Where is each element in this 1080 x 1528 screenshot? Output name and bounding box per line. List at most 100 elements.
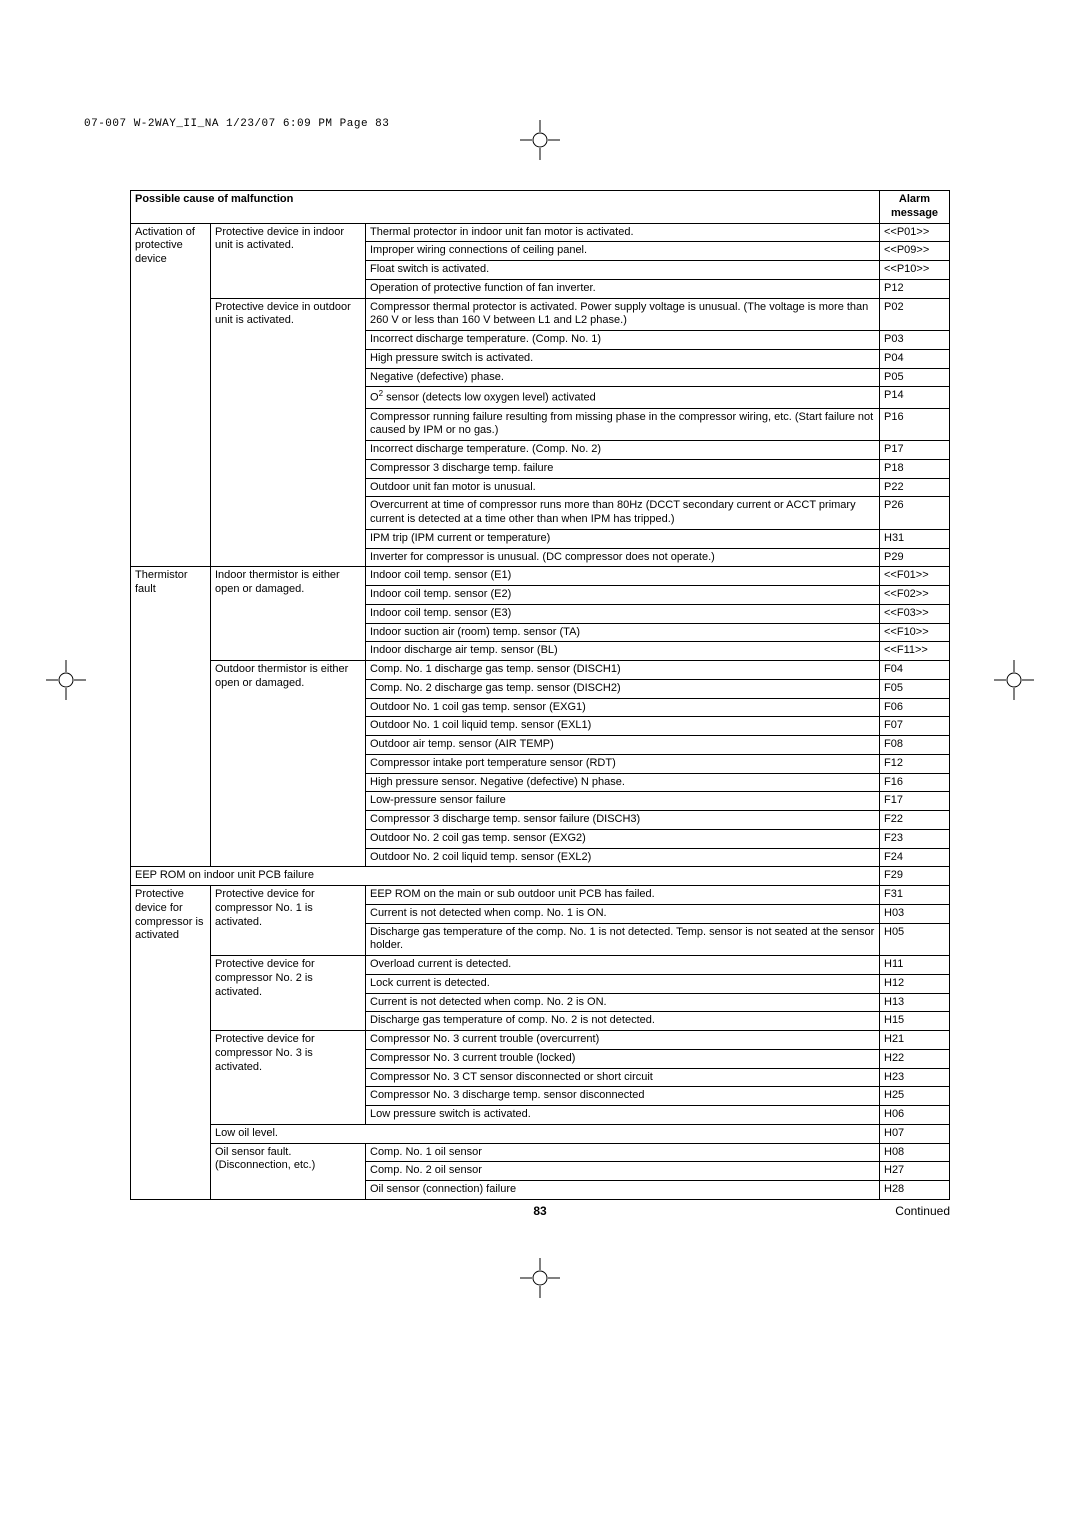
code-cell: <<F10>> [880, 623, 950, 642]
code-cell: F06 [880, 698, 950, 717]
description-cell: Compressor intake port temperature senso… [366, 754, 880, 773]
code-cell: H07 [880, 1124, 950, 1143]
description-cell: IPM trip (IPM current or temperature) [366, 529, 880, 548]
table-row: Activation of protective deviceProtectiv… [131, 223, 950, 242]
crop-mark-top [520, 120, 560, 160]
code-cell: P14 [880, 387, 950, 408]
crop-mark-right [994, 660, 1034, 700]
code-cell: F16 [880, 773, 950, 792]
code-cell: P05 [880, 368, 950, 387]
description-cell: EEP ROM on the main or sub outdoor unit … [366, 886, 880, 905]
subcategory-cell: Outdoor thermistor is either open or dam… [211, 661, 366, 867]
code-cell: P04 [880, 349, 950, 368]
description-cell: High pressure switch is activated. [366, 349, 880, 368]
description-cell: Current is not detected when comp. No. 1… [366, 904, 880, 923]
code-cell: <<P09>> [880, 242, 950, 261]
code-cell: H27 [880, 1162, 950, 1181]
subcategory-cell: Protective device in indoor unit is acti… [211, 223, 366, 298]
header-cause: Possible cause of malfunction [131, 191, 880, 224]
category-cell: Activation of protective device [131, 223, 211, 567]
code-cell: F29 [880, 867, 950, 886]
code-cell: <<P10>> [880, 261, 950, 280]
description-cell: Comp. No. 1 oil sensor [366, 1143, 880, 1162]
description-cell: Oil sensor (connection) failure [366, 1181, 880, 1200]
code-cell: F22 [880, 811, 950, 830]
content-area: Possible cause of malfunctionAlarm messa… [130, 190, 950, 1218]
code-cell: H12 [880, 974, 950, 993]
description-cell: Incorrect discharge temperature. (Comp. … [366, 441, 880, 460]
description-cell: Compressor running failure resulting fro… [366, 408, 880, 441]
subcategory-cell: Protective device for compressor No. 3 i… [211, 1031, 366, 1125]
table-row: Low oil level.H07 [131, 1124, 950, 1143]
description-cell: Outdoor No. 1 coil gas temp. sensor (EXG… [366, 698, 880, 717]
code-cell: F05 [880, 679, 950, 698]
subcategory-cell: Indoor thermistor is either open or dama… [211, 567, 366, 661]
description-cell: Indoor suction air (room) temp. sensor (… [366, 623, 880, 642]
description-cell: Operation of protective function of fan … [366, 279, 880, 298]
crop-mark-bottom [520, 1258, 560, 1298]
category-cell: Protective device for compressor is acti… [131, 886, 211, 1200]
description-cell: Indoor discharge air temp. sensor (BL) [366, 642, 880, 661]
table-row: Outdoor thermistor is either open or dam… [131, 661, 950, 680]
code-cell: H06 [880, 1106, 950, 1125]
description-cell: Compressor No. 3 current trouble (overcu… [366, 1031, 880, 1050]
description-cell: Low pressure switch is activated. [366, 1106, 880, 1125]
table-row: Protective device in outdoor unit is act… [131, 298, 950, 331]
description-cell: Comp. No. 1 discharge gas temp. sensor (… [366, 661, 880, 680]
description-cell: Incorrect discharge temperature. (Comp. … [366, 331, 880, 350]
table-row: Protective device for compressor No. 3 i… [131, 1031, 950, 1050]
description-cell: Comp. No. 2 oil sensor [366, 1162, 880, 1181]
code-cell: F12 [880, 754, 950, 773]
code-cell: <<P01>> [880, 223, 950, 242]
code-cell: <<F01>> [880, 567, 950, 586]
description-cell: Float switch is activated. [366, 261, 880, 280]
description-cell: Compressor No. 3 current trouble (locked… [366, 1049, 880, 1068]
description-cell: Low oil level. [211, 1124, 880, 1143]
code-cell: P03 [880, 331, 950, 350]
code-cell: P16 [880, 408, 950, 441]
code-cell: F17 [880, 792, 950, 811]
description-cell: Outdoor air temp. sensor (AIR TEMP) [366, 736, 880, 755]
description-cell: Comp. No. 2 discharge gas temp. sensor (… [366, 679, 880, 698]
code-cell: H03 [880, 904, 950, 923]
code-cell: F24 [880, 848, 950, 867]
description-cell: Outdoor No. 2 coil gas temp. sensor (EXG… [366, 829, 880, 848]
page-container: 07-007 W-2WAY_II_NA 1/23/07 6:09 PM Page… [0, 0, 1080, 1528]
description-cell: Low-pressure sensor failure [366, 792, 880, 811]
table-row: Thermistor faultIndoor thermistor is eit… [131, 567, 950, 586]
code-cell: H31 [880, 529, 950, 548]
code-cell: H21 [880, 1031, 950, 1050]
description-cell: Indoor coil temp. sensor (E1) [366, 567, 880, 586]
description-cell: Current is not detected when comp. No. 2… [366, 993, 880, 1012]
code-cell: P17 [880, 441, 950, 460]
description-cell: Compressor thermal protector is activate… [366, 298, 880, 331]
category-cell: Thermistor fault [131, 567, 211, 867]
code-cell: H22 [880, 1049, 950, 1068]
description-cell: Compressor No. 3 discharge temp. sensor … [366, 1087, 880, 1106]
print-header-line: 07-007 W-2WAY_II_NA 1/23/07 6:09 PM Page… [84, 118, 389, 130]
code-cell: <<F03>> [880, 604, 950, 623]
crop-mark-left [46, 660, 86, 700]
description-cell: Discharge gas temperature of the comp. N… [366, 923, 880, 956]
code-cell: H25 [880, 1087, 950, 1106]
description-cell: Outdoor No. 1 coil liquid temp. sensor (… [366, 717, 880, 736]
description-cell: Thermal protector in indoor unit fan mot… [366, 223, 880, 242]
description-cell: Discharge gas temperature of comp. No. 2… [366, 1012, 880, 1031]
table-row: Protective device for compressor is acti… [131, 886, 950, 905]
description-cell: Compressor No. 3 CT sensor disconnected … [366, 1068, 880, 1087]
subcategory-cell: Protective device for compressor No. 1 i… [211, 886, 366, 956]
description-cell: Overload current is detected. [366, 956, 880, 975]
subcategory-cell: Protective device for compressor No. 2 i… [211, 956, 366, 1031]
page-number: 83 [0, 1204, 1080, 1218]
code-cell: F31 [880, 886, 950, 905]
code-cell: P29 [880, 548, 950, 567]
code-cell: P02 [880, 298, 950, 331]
code-cell: P18 [880, 459, 950, 478]
code-cell: P26 [880, 497, 950, 530]
code-cell: F08 [880, 736, 950, 755]
code-cell: H28 [880, 1181, 950, 1200]
code-cell: H13 [880, 993, 950, 1012]
description-cell: Outdoor unit fan motor is unusual. [366, 478, 880, 497]
description-cell: Indoor coil temp. sensor (E2) [366, 586, 880, 605]
description-cell: Inverter for compressor is unusual. (DC … [366, 548, 880, 567]
